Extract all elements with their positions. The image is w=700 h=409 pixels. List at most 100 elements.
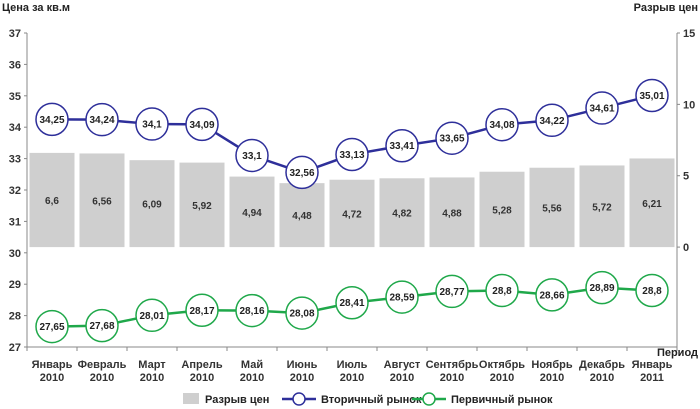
secondary-market-point xyxy=(235,138,269,173)
secondary-market-point xyxy=(85,102,119,137)
primary-market-point xyxy=(385,280,419,314)
right-tick-label: 0 xyxy=(683,242,689,254)
gap-bar xyxy=(379,178,425,248)
legend-primary-marker xyxy=(422,392,436,406)
gap-bar xyxy=(29,152,75,248)
left-tick-label: 29 xyxy=(9,279,21,291)
left-tick-label: 34 xyxy=(9,122,22,134)
gap-bar-label: 4,88 xyxy=(442,208,462,219)
left-tick-label: 36 xyxy=(9,59,21,71)
gap-bar-label: 5,56 xyxy=(542,203,562,214)
primary-market-label: 28,89 xyxy=(589,283,614,294)
axes: 27 28 29 30 31 32 33 34 35 36 37 0 5 10 15 xyxy=(9,28,696,354)
legend-secondary-marker xyxy=(292,392,306,406)
gap-bar xyxy=(429,177,475,248)
gap-bars: 6,6 6,56 6,09 5,92 4,94 4,48 4,72 4,82 4,88 5,28 5… xyxy=(29,152,675,248)
primary-market-label: 28,16 xyxy=(239,306,264,317)
secondary-market-label: 34,24 xyxy=(89,115,114,126)
right-tick-label: 5 xyxy=(683,171,689,183)
secondary-market-label: 34,61 xyxy=(589,104,614,115)
x-tick-label: Декабрь 2010 xyxy=(579,359,625,384)
gap-bar-label: 6,21 xyxy=(642,199,662,210)
gap-bar xyxy=(579,165,625,248)
secondary-market-point xyxy=(535,103,569,138)
primary-market-point xyxy=(535,278,569,312)
gap-bar-label: 5,28 xyxy=(492,205,512,216)
secondary-market-label: 34,25 xyxy=(39,115,64,126)
primary-market-point xyxy=(235,293,269,328)
secondary-market-label: 33,1 xyxy=(242,151,262,162)
primary-market-point xyxy=(185,293,219,328)
x-axis-title: Период xyxy=(657,347,698,359)
primary-market-point xyxy=(35,309,69,344)
legend-primary-label: Первичный рынок xyxy=(451,394,553,406)
gap-bar xyxy=(179,162,225,248)
x-tick-label: Июль 2010 xyxy=(337,359,368,384)
left-axis-title: Цена за кв.м xyxy=(2,2,70,14)
gap-bar-label: 4,48 xyxy=(292,211,312,222)
gap-bar-label: 4,72 xyxy=(342,209,362,220)
primary-market-label: 28,66 xyxy=(539,290,564,301)
secondary-market-point xyxy=(485,107,519,142)
x-tick-label: Январь 2010 xyxy=(32,359,73,384)
legend-gap-swatch xyxy=(183,393,199,404)
secondary-market-point xyxy=(35,102,69,137)
primary-market-point xyxy=(135,298,169,333)
secondary-market-label: 34,1 xyxy=(142,120,162,131)
primary-market-label: 28,41 xyxy=(339,298,364,309)
left-tick-label: 27 xyxy=(9,342,21,354)
secondary-market-point xyxy=(135,107,169,141)
gap-bar xyxy=(79,153,125,248)
left-tick-label: 37 xyxy=(9,28,21,40)
primary-market-label: 28,08 xyxy=(289,309,314,320)
x-tick-label: Ноябрь 2010 xyxy=(531,359,572,384)
legend-secondary-label: Вторичный рынок xyxy=(321,394,422,406)
secondary-market-label: 35,01 xyxy=(639,91,664,102)
gap-bar xyxy=(229,176,275,248)
gap-bar-label: 4,94 xyxy=(242,208,262,219)
x-tick-label: Февраль 2010 xyxy=(78,359,127,384)
x-tick-label: Октябрь 2010 xyxy=(479,359,525,384)
right-tick-label: 15 xyxy=(683,28,695,40)
primary-market-label: 27,65 xyxy=(39,322,64,333)
gap-bar xyxy=(329,179,375,248)
x-tick-label: Апрель 2010 xyxy=(181,359,222,384)
left-tick-label: 31 xyxy=(9,216,21,228)
primary-market-label: 28,8 xyxy=(492,286,512,297)
gap-bar-label: 6,09 xyxy=(142,200,162,211)
gap-bar xyxy=(479,171,525,248)
secondary-market-label: 33,13 xyxy=(339,150,364,161)
x-tick-label: Май 2010 xyxy=(240,359,264,384)
gap-bar-label: 6,56 xyxy=(92,196,112,207)
primary-market-point xyxy=(485,273,519,308)
right-tick-label: 10 xyxy=(683,99,695,111)
primary-market-label: 28,01 xyxy=(139,311,164,322)
legend: Разрыв цен Вторичный рынок Первичный рынок xyxy=(183,392,553,406)
gap-bar xyxy=(529,167,575,248)
gap-bar xyxy=(279,183,325,248)
primary-market-point xyxy=(435,274,469,309)
secondary-market-label: 33,65 xyxy=(439,134,464,145)
x-tick-label: Январь 2011 xyxy=(632,359,673,384)
left-tick-label: 35 xyxy=(9,91,21,103)
secondary-market-label: 32,56 xyxy=(289,168,314,179)
primary-market-label: 28,59 xyxy=(389,293,414,304)
x-tick-label: Март 2010 xyxy=(138,359,166,384)
right-axis-title: Разрыв цен xyxy=(634,2,698,14)
primary-market-label: 27,68 xyxy=(89,321,114,332)
series-lines: 34,25 34,24 34,1 34,09 33,1 32,56 33,13 33,41 33… xyxy=(35,78,669,344)
primary-market-point xyxy=(635,273,669,308)
primary-market-point xyxy=(85,308,119,343)
secondary-market-point xyxy=(335,137,369,172)
primary-market-point xyxy=(585,270,619,305)
left-tick-label: 28 xyxy=(9,311,21,323)
secondary-market-point xyxy=(385,128,419,163)
secondary-market-label: 34,09 xyxy=(189,120,214,131)
legend-gap-label: Разрыв цен xyxy=(205,394,269,406)
left-tick-label: 32 xyxy=(9,185,21,197)
secondary-market-point xyxy=(285,155,319,190)
x-tick-label: Август 2010 xyxy=(384,359,421,384)
gap-bar-label: 5,72 xyxy=(592,202,612,213)
